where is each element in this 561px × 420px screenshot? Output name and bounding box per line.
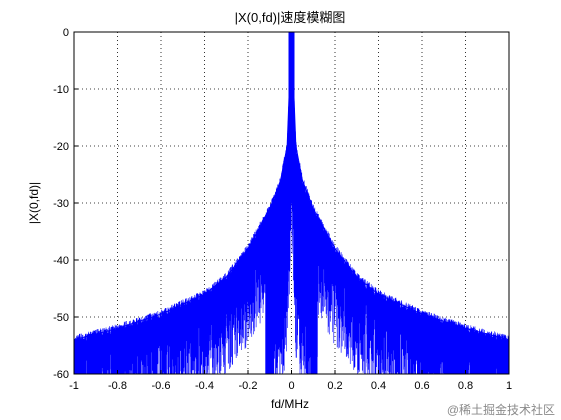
x-tick-label: -1 — [69, 380, 79, 392]
y-tick-label: -10 — [53, 84, 69, 96]
x-tick-label: 1 — [506, 380, 512, 392]
y-tick-label: -30 — [53, 198, 69, 210]
y-tick-label: -60 — [53, 369, 69, 381]
x-tick-label: 0.2 — [327, 380, 342, 392]
grid — [74, 32, 509, 374]
x-tick-label: -0.2 — [239, 380, 258, 392]
x-tick-label: 0 — [288, 380, 294, 392]
y-tick-label: 0 — [63, 27, 69, 39]
main-lobe-peak — [288, 32, 295, 203]
x-tick-label: 0.8 — [458, 380, 473, 392]
y-tick-label: -50 — [53, 312, 69, 324]
watermark: @稀土掘金技术社区 — [447, 402, 555, 417]
x-axis-label: fd/MHz — [271, 397, 309, 411]
x-tick-label: -0.6 — [152, 380, 171, 392]
ticks: -1 -0.8 -0.6 -0.4 -0.2 0 0.2 0.4 0.6 0.8 1 0 -10 -20 -… — [53, 27, 512, 392]
y-tick-label: -20 — [53, 141, 69, 153]
chart-title: |X(0,fd)|速度模糊图 — [235, 10, 346, 25]
y-tick-label: -40 — [53, 255, 69, 267]
y-axis-label: |X(0,fd)| — [27, 182, 41, 224]
x-tick-label: 0.6 — [414, 380, 429, 392]
x-tick-label: -0.4 — [195, 380, 214, 392]
x-tick-label: -0.8 — [108, 380, 127, 392]
x-tick-label: 0.4 — [371, 380, 386, 392]
